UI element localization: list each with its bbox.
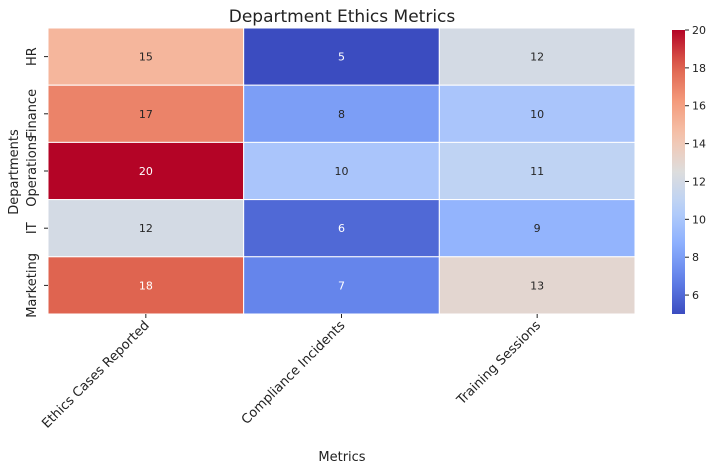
heatmap-cells: 15 5 12 17 8 10 20 10 11 12 6 9 18 7 13 xyxy=(47,27,636,315)
colorbar-tick-label: 14 xyxy=(692,138,706,151)
x-tick-label: Ethics Cases Reported xyxy=(39,318,152,431)
cell-value-label: 13 xyxy=(530,279,544,292)
colorbar: 6 8 10 12 14 16 18 20 xyxy=(672,24,706,314)
y-tick-label: Marketing xyxy=(25,253,40,318)
colorbar-tick-label: 12 xyxy=(692,175,706,188)
colorbar-tick-label: 20 xyxy=(692,24,706,37)
colorbar-ticks: 6 8 10 12 14 16 18 20 xyxy=(685,24,706,302)
cell-value-label: 7 xyxy=(338,279,345,292)
heatmap-cell xyxy=(243,27,440,86)
x-axis-ticks: Ethics Cases Reported Compliance Incident… xyxy=(39,314,544,432)
colorbar-tick-label: 18 xyxy=(692,62,706,75)
colorbar-tick-label: 6 xyxy=(692,289,699,302)
heatmap-cell xyxy=(438,84,636,143)
heatmap-cell xyxy=(438,256,636,315)
cell-value-label: 17 xyxy=(139,108,153,121)
chart-title: Department Ethics Metrics xyxy=(229,7,456,27)
heatmap-cell xyxy=(243,141,440,201)
cell-value-label: 20 xyxy=(139,165,153,178)
cell-value-label: 11 xyxy=(530,165,544,178)
heatmap-cell xyxy=(47,199,245,258)
cell-value-label: 10 xyxy=(530,108,544,121)
heatmap-cell xyxy=(243,84,440,143)
heatmap-cell xyxy=(243,256,440,315)
x-axis-label: Metrics xyxy=(318,450,365,465)
cell-value-label: 8 xyxy=(338,108,345,121)
cell-value-label: 9 xyxy=(534,222,541,235)
heatmap-cell xyxy=(47,27,245,86)
cell-value-label: 12 xyxy=(530,51,544,64)
cell-value-label: 5 xyxy=(338,51,345,64)
y-tick-label: Operations xyxy=(25,135,40,207)
colorbar-tick-label: 16 xyxy=(692,100,706,113)
y-axis-label: Departments xyxy=(7,129,22,215)
heatmap-cell xyxy=(47,256,245,315)
x-tick-label: Training Sessions xyxy=(454,318,545,409)
heatmap-cell xyxy=(438,27,636,86)
y-tick-label: Finance xyxy=(25,89,40,139)
cell-value-label: 12 xyxy=(139,222,153,235)
cell-value-label: 10 xyxy=(335,165,349,178)
y-tick-label: HR xyxy=(25,47,40,66)
colorbar-tick-label: 10 xyxy=(692,213,706,226)
heatmap-cell xyxy=(47,84,245,143)
cell-value-label: 18 xyxy=(139,279,153,292)
colorbar-gradient xyxy=(672,30,685,314)
y-tick-label: IT xyxy=(25,222,40,234)
x-tick-label: Compliance Incidents xyxy=(239,318,349,428)
heatmap-cell xyxy=(438,199,636,258)
colorbar-tick-label: 8 xyxy=(692,251,699,264)
cell-value-label: 15 xyxy=(139,51,153,64)
cell-value-label: 6 xyxy=(338,222,345,235)
